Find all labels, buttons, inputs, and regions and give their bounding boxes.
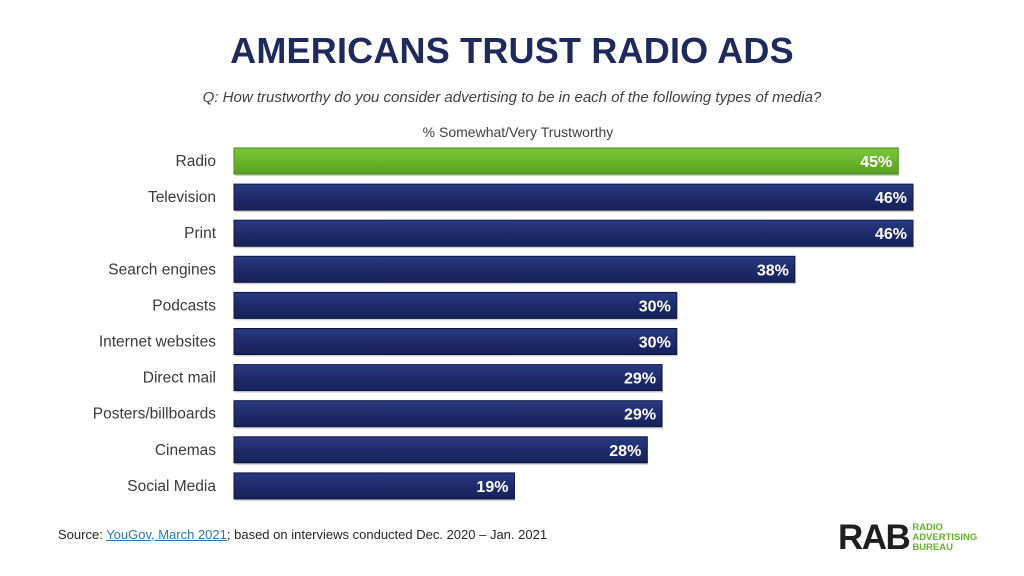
value-label-print: 46% — [875, 226, 907, 243]
survey-question: Q: How trustworthy do you consider adver… — [202, 89, 822, 106]
value-label-television: 46% — [875, 190, 907, 207]
bar-search-engines — [233, 255, 796, 283]
category-label-television: Television — [148, 189, 216, 206]
bar-shadow-social-media — [235, 498, 516, 501]
value-label-internet-websites: 30% — [639, 335, 671, 352]
category-label-radio: Radio — [176, 153, 217, 170]
category-label-social-media: Social Media — [127, 478, 216, 495]
chart-subtitle: % Somewhat/Very Trustworthy — [423, 124, 614, 140]
page-title: AMERICANS TRUST RADIO ADS — [230, 30, 794, 71]
bar-shadow-internet-websites — [235, 354, 678, 357]
bar-shadow-radio — [235, 174, 900, 176]
value-label-podcasts: 30% — [639, 298, 671, 315]
source-link[interactable]: YouGov, March 2021 — [106, 527, 227, 542]
rab-logo-line-3: BUREAU — [912, 542, 953, 553]
rab-logo-text: RADIO ADVERTISING BUREAU — [912, 523, 977, 553]
category-label-internet-websites: Internet websites — [99, 334, 216, 351]
rab-logo-line-1: RADIO — [912, 522, 943, 533]
bar-posters-billboards — [233, 400, 663, 428]
bar-shadow-cinemas — [235, 462, 649, 465]
bar-internet-websites — [233, 328, 678, 355]
category-label-posters-billboards: Posters/billboards — [93, 406, 216, 423]
category-label-direct-mail: Direct mail — [143, 370, 216, 387]
bar-shadow-direct-mail — [235, 390, 664, 393]
rab-logo: RAB RADIO ADVERTISING BUREAU — [838, 520, 977, 556]
bar-social-media — [233, 472, 515, 500]
source-note: Source: YouGov, March 2021; based on int… — [58, 527, 547, 542]
value-label-search-engines: 38% — [757, 262, 789, 279]
bar-shadow-television — [235, 210, 914, 213]
bar-direct-mail — [233, 364, 663, 392]
bar-cinemas — [233, 436, 648, 464]
bar-shadow-posters-billboards — [235, 426, 664, 429]
value-label-social-media: 19% — [476, 479, 508, 496]
value-label-direct-mail: 29% — [624, 371, 656, 388]
bar-podcasts — [233, 291, 678, 319]
rab-logo-line-2: ADVERTISING — [912, 532, 978, 543]
value-label-cinemas: 28% — [609, 443, 641, 460]
source-prefix: Source: — [58, 527, 107, 542]
bar-print — [233, 219, 914, 247]
rab-logo-mark: RAB — [838, 518, 911, 557]
category-label-cinemas: Cinemas — [155, 442, 216, 459]
value-label-posters-billboards: 29% — [624, 407, 656, 424]
bar-shadow-print — [235, 246, 914, 249]
bar-shadow-podcasts — [235, 318, 678, 321]
category-label-print: Print — [184, 225, 217, 242]
bar-television — [233, 183, 914, 211]
category-label-search-engines: Search engines — [108, 261, 216, 278]
category-label-podcasts: Podcasts — [152, 297, 216, 314]
bar-shadow-search-engines — [235, 282, 796, 285]
source-suffix: ; based on interviews conducted Dec. 202… — [226, 527, 548, 542]
bar-radio — [233, 147, 899, 175]
bars-layer: Radio 45% Television 46% Print 46% Search engi… — [93, 147, 914, 501]
value-label-radio: 45% — [860, 154, 892, 171]
